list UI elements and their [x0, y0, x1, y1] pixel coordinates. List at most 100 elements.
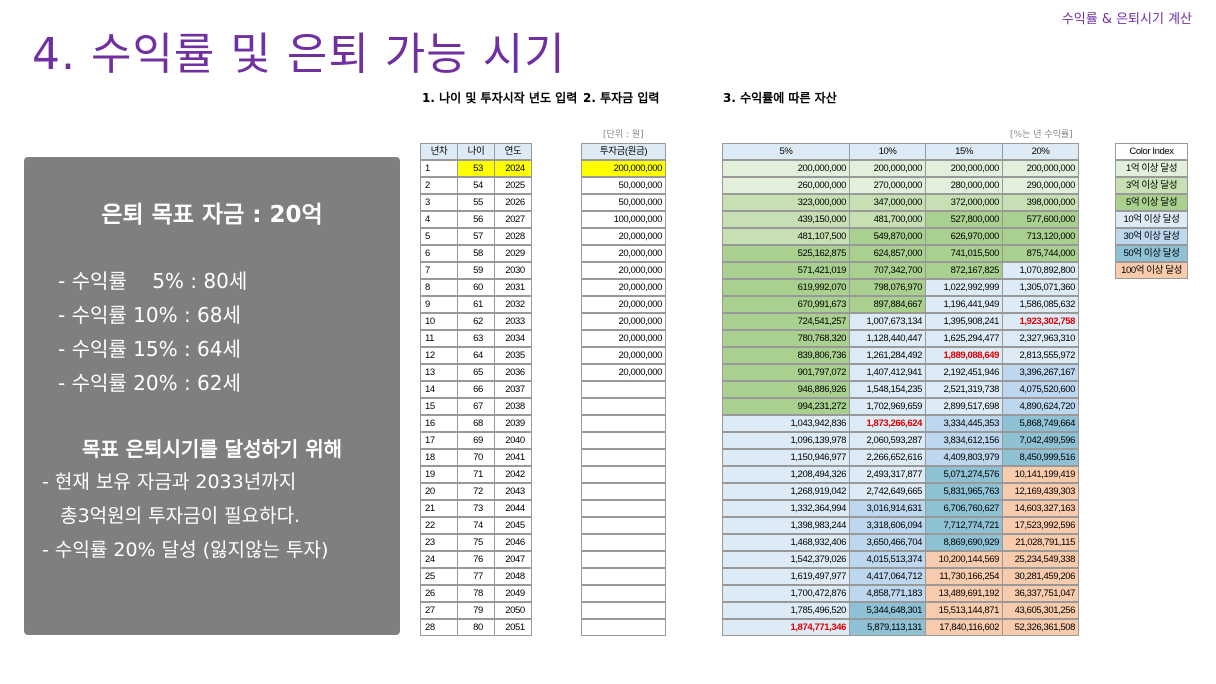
cell: 11 [420, 330, 458, 347]
cell: 1,128,440,447 [849, 330, 926, 347]
cell: 21 [420, 500, 458, 517]
section-label: 1. 나이 및 투자시작 년도 입력 [422, 91, 578, 105]
cell: 67 [457, 398, 495, 415]
cell: 2049 [494, 585, 532, 602]
cell: 200,000,000 [581, 160, 666, 177]
cell: 1,548,154,235 [849, 381, 926, 398]
cell: 1,268,919,042 [722, 483, 850, 500]
column-header: 연도 [494, 143, 532, 160]
cell: 4,417,064,712 [849, 568, 926, 585]
rate-note: [%는 년 수익률] [1010, 130, 1073, 140]
cell: 2 [420, 177, 458, 194]
cell: 839,806,736 [722, 347, 850, 364]
cell: 2027 [494, 211, 532, 228]
cell [581, 619, 666, 636]
cell: 4,015,513,374 [849, 551, 926, 568]
cell: 69 [457, 432, 495, 449]
cell: 61 [457, 296, 495, 313]
rate-line: - 수익률 20% : 62세 [58, 371, 241, 395]
cell: 58 [457, 245, 495, 262]
cell [581, 534, 666, 551]
cell: 20,000,000 [581, 296, 666, 313]
cell: 4,890,624,720 [1002, 398, 1079, 415]
legend-entry: 100억 이상 달성 [1115, 262, 1188, 279]
cell: 20,000,000 [581, 364, 666, 381]
legend-entry: 10억 이상 달성 [1115, 211, 1188, 228]
legend-entry: 3억 이상 달성 [1115, 177, 1188, 194]
cell: 2038 [494, 398, 532, 415]
cell: 8,450,999,516 [1002, 449, 1079, 466]
cell: 17,840,116,602 [925, 619, 1003, 636]
cell: 78 [457, 585, 495, 602]
column-header: 나이 [457, 143, 495, 160]
column-header: 10% [849, 143, 926, 160]
cell: 527,800,000 [925, 211, 1003, 228]
cell: 79 [457, 602, 495, 619]
cell: 3,334,445,353 [925, 415, 1003, 432]
cell: 53 [457, 160, 495, 177]
cell: 439,150,000 [722, 211, 850, 228]
cell: 2,327,963,310 [1002, 330, 1079, 347]
cell: 57 [457, 228, 495, 245]
cell: 20,000,000 [581, 262, 666, 279]
cell: 2028 [494, 228, 532, 245]
cell: 875,744,000 [1002, 245, 1079, 262]
cell: 9 [420, 296, 458, 313]
cell: 2037 [494, 381, 532, 398]
cell: 1,305,071,360 [1002, 279, 1079, 296]
cell: 2034 [494, 330, 532, 347]
cell: 8 [420, 279, 458, 296]
cell: 549,870,000 [849, 228, 926, 245]
cell: 2024 [494, 160, 532, 177]
legend-entry: 30억 이상 달성 [1115, 228, 1188, 245]
cell: 14 [420, 381, 458, 398]
cell: 2045 [494, 517, 532, 534]
cell: 10,141,199,419 [1002, 466, 1079, 483]
cell: 7 [420, 262, 458, 279]
cell: 5,344,648,301 [849, 602, 926, 619]
cell [581, 602, 666, 619]
cell: 1,332,364,994 [722, 500, 850, 517]
cell: 14,603,327,163 [1002, 500, 1079, 517]
cell: 1,873,266,624 [849, 415, 926, 432]
cell: 872,167,825 [925, 262, 1003, 279]
rate-line: - 수익률 15% : 64세 [58, 337, 241, 361]
column-header: 20% [1002, 143, 1079, 160]
cell: 2025 [494, 177, 532, 194]
cell: 670,991,673 [722, 296, 850, 313]
cell: 1,407,412,941 [849, 364, 926, 381]
cell [581, 517, 666, 534]
unit-note: [단위 : 원] [603, 130, 644, 140]
cell: 30,281,459,206 [1002, 568, 1079, 585]
cell: 2,899,517,698 [925, 398, 1003, 415]
cell: 398,000,000 [1002, 194, 1079, 211]
cell: 1,398,983,244 [722, 517, 850, 534]
cell: 77 [457, 568, 495, 585]
legend-title: Color Index [1115, 143, 1188, 160]
cell: 15,513,144,871 [925, 602, 1003, 619]
cell: 4,858,771,183 [849, 585, 926, 602]
cell: 13,489,691,192 [925, 585, 1003, 602]
cell: 2039 [494, 415, 532, 432]
cell: 7,042,499,596 [1002, 432, 1079, 449]
cell: 260,000,000 [722, 177, 850, 194]
cell: 1,150,946,977 [722, 449, 850, 466]
cell: 12,169,439,303 [1002, 483, 1079, 500]
cell: 2050 [494, 602, 532, 619]
cell: 1,043,942,836 [722, 415, 850, 432]
cell: 56 [457, 211, 495, 228]
cell: 270,000,000 [849, 177, 926, 194]
cell [581, 483, 666, 500]
cell [581, 568, 666, 585]
summary-heading: 은퇴 목표 자금 : 20억 [101, 202, 323, 228]
cell: 2033 [494, 313, 532, 330]
cell: 2051 [494, 619, 532, 636]
cell [581, 415, 666, 432]
cell: 18 [420, 449, 458, 466]
legend-entry: 1억 이상 달성 [1115, 160, 1188, 177]
column-header: 5% [722, 143, 850, 160]
cell: 1,196,441,949 [925, 296, 1003, 313]
cell: 75 [457, 534, 495, 551]
cell: 70 [457, 449, 495, 466]
cell [581, 381, 666, 398]
